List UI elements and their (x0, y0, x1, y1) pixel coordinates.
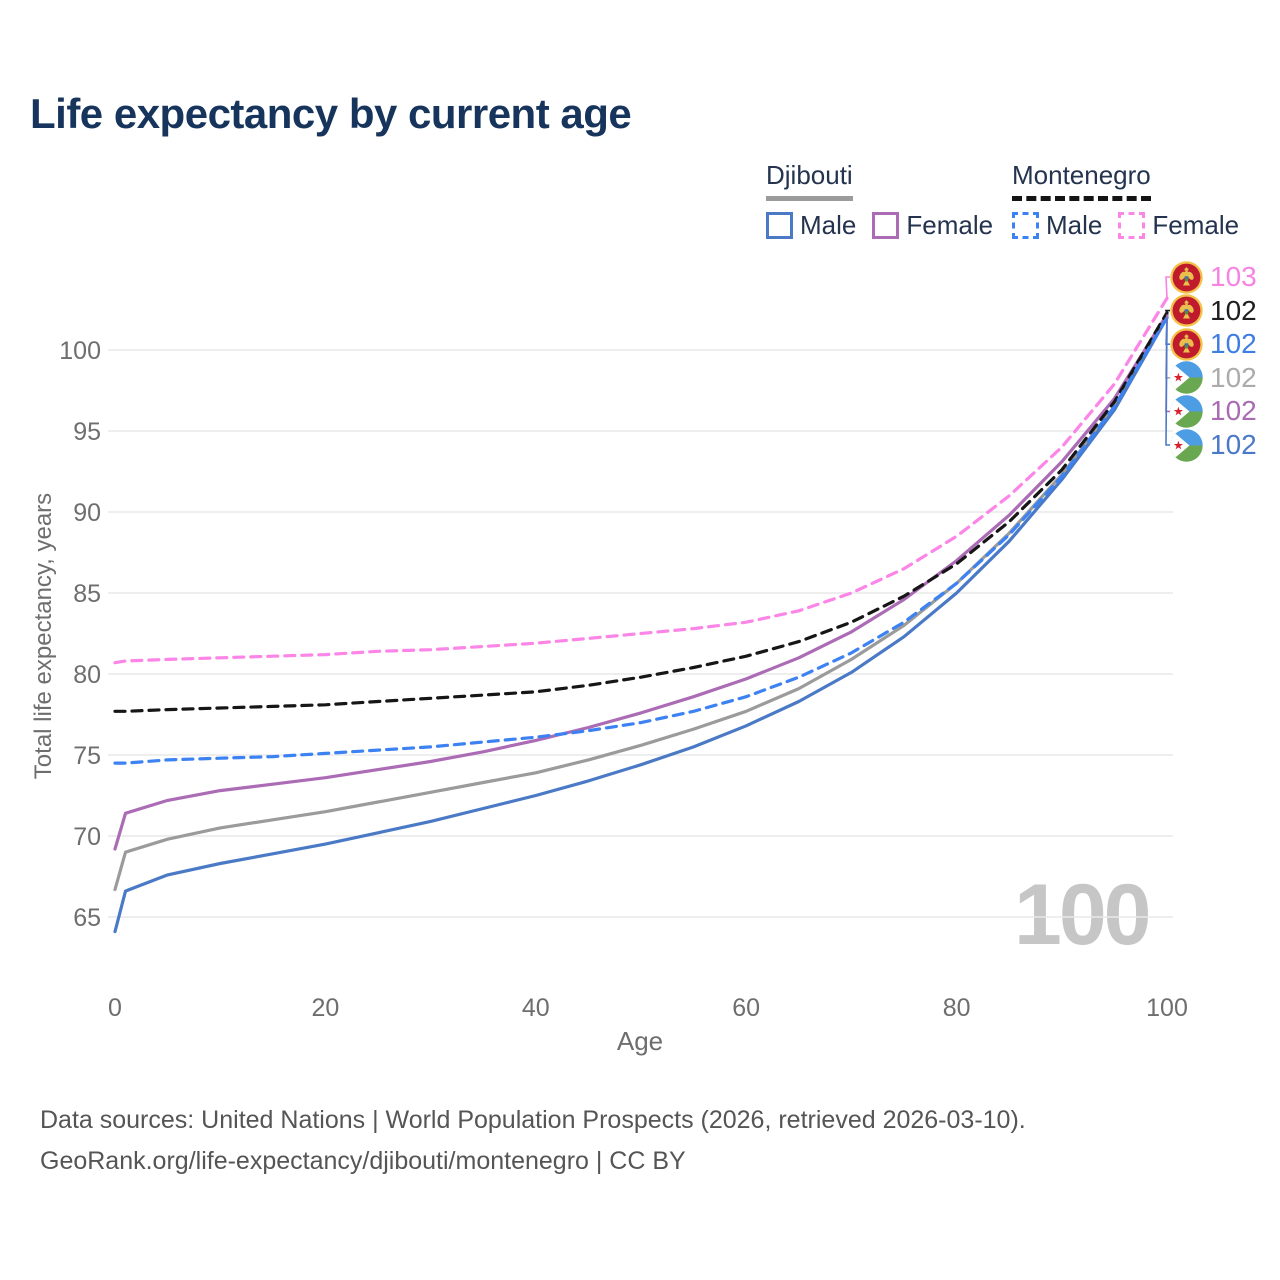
end-label-row-djibouti: 102 (1170, 361, 1257, 395)
page-title: Life expectancy by current age (30, 90, 632, 137)
end-label-row-djibouti-female: 102 (1170, 394, 1257, 428)
series-line-montenegro-male[interactable] (113, 316, 1169, 765)
legend-item-djibouti-male[interactable]: Male (766, 210, 856, 241)
x-tick-label: 60 (732, 994, 760, 1022)
y-tick-label: 80 (73, 661, 101, 689)
end-value-label: 102 (1210, 328, 1257, 360)
end-value-label: 102 (1210, 361, 1257, 393)
data-sources-text: Data sources: United Nations | World Pop… (40, 1106, 1026, 1134)
montenegro-female-swatch-icon (1118, 212, 1146, 239)
legend-item-montenegro-male[interactable]: Male (1012, 210, 1102, 241)
legend-label: Female (1152, 210, 1240, 240)
montenegro-flag-icon (1170, 327, 1203, 361)
legend-label: Female (906, 210, 994, 240)
djibouti-flag-icon (1170, 361, 1203, 394)
x-tick-label: 100 (1146, 994, 1188, 1022)
legend-label: Male (1046, 210, 1103, 240)
source-url-text[interactable]: GeoRank.org/life-expectancy/djibouti/mon… (40, 1147, 686, 1175)
end-label-row-montenegro-female: 103 (1170, 260, 1257, 294)
end-value-label: 102 (1210, 429, 1257, 460)
legend-country-montenegro[interactable]: Montenegro (1012, 160, 1151, 201)
x-tick-label: 0 (108, 994, 122, 1022)
end-value-label: 102 (1210, 294, 1257, 326)
legend-label: Male (800, 210, 857, 240)
y-tick-label: 65 (73, 904, 101, 932)
end-label-connector (1164, 309, 1170, 314)
series-line-montenegro[interactable] (113, 311, 1169, 713)
end-label-connector (1165, 276, 1170, 299)
montenegro-flag-icon (1170, 260, 1203, 294)
legend-group-djibouti: Djibouti Male Female (766, 160, 993, 241)
legend-item-djibouti-female[interactable]: Female (872, 210, 993, 241)
end-label-connector (1165, 317, 1170, 446)
x-axis-title: Age (616, 1026, 664, 1056)
djibouti-male-swatch-icon (766, 212, 793, 239)
series-line-djibouti-male[interactable] (113, 316, 1169, 934)
montenegro-flag-icon (1170, 294, 1203, 327)
end-label-row-montenegro: 102 (1170, 294, 1257, 328)
djibouti-flag-icon (1170, 395, 1203, 428)
y-tick-label: 100 (59, 337, 101, 365)
djibouti-female-swatch-icon (872, 212, 900, 239)
end-value-label: 103 (1210, 261, 1257, 292)
legend-group-montenegro: Montenegro Male Female (1012, 160, 1239, 241)
y-tick-label: 70 (73, 823, 101, 851)
age-watermark: 100 (1014, 867, 1151, 963)
montenegro-male-swatch-icon (1012, 212, 1039, 239)
x-tick-label: 20 (311, 994, 339, 1022)
djibouti-flag-icon (1170, 428, 1203, 462)
end-label-row-djibouti-male: 102 (1170, 428, 1257, 462)
series-line-montenegro-female[interactable] (113, 296, 1169, 665)
x-tick-label: 40 (522, 994, 550, 1022)
series-line-djibouti-female[interactable] (113, 312, 1169, 851)
legend-items-montenegro: Male Female (1012, 210, 1239, 241)
y-tick-label: 75 (73, 742, 101, 770)
end-value-label: 102 (1210, 395, 1257, 427)
y-tick-label: 85 (73, 580, 101, 608)
series-line-djibouti[interactable] (113, 314, 1169, 892)
y-axis-title: Total life expectancy, years (30, 492, 57, 780)
y-tick-label: 95 (73, 418, 101, 446)
legend-item-montenegro-female[interactable]: Female (1118, 210, 1239, 241)
legend-country-djibouti[interactable]: Djibouti (766, 160, 853, 201)
legend-items-djibouti: Male Female (766, 210, 993, 241)
y-tick-label: 90 (73, 499, 101, 527)
end-label-row-montenegro-male: 102 (1170, 327, 1257, 361)
x-tick-label: 80 (943, 994, 971, 1022)
